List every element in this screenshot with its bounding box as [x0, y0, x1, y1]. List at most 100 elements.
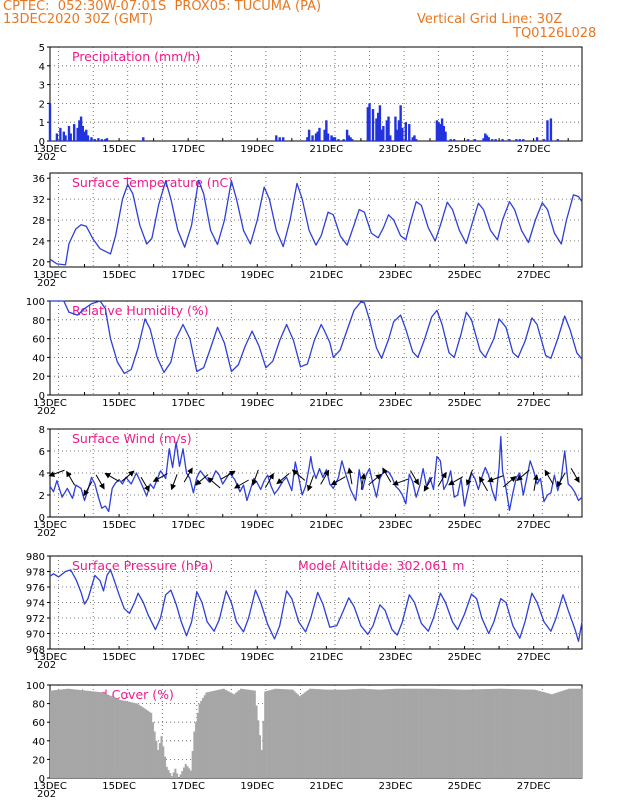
cloud-bar — [222, 688, 225, 778]
precip-bar — [366, 107, 370, 141]
cloud-bar — [169, 773, 172, 778]
cloud-bar — [88, 690, 91, 778]
cloud-bar — [556, 692, 559, 778]
pressure-title: Surface Pressure (hPa) — [72, 558, 213, 573]
cloud-bar — [198, 703, 201, 778]
temperature-xtick-label: 27DEC — [517, 270, 551, 281]
wind-xtick-label: 13DEC — [33, 520, 67, 531]
pressure-ytick-label: 968 — [26, 645, 45, 656]
precip-bar — [55, 133, 59, 141]
cloud-bar — [386, 689, 389, 778]
cloud-bar — [563, 690, 566, 778]
precip-bar — [444, 131, 447, 141]
cloud-bar — [305, 691, 308, 778]
precip-bar — [389, 135, 392, 141]
cloud-bar — [113, 697, 116, 778]
precip-bar — [439, 124, 442, 141]
wind-arrow — [437, 471, 447, 487]
cloud-bar — [440, 688, 443, 778]
temperature-ytick-label: 32 — [32, 195, 45, 206]
precip-bar — [473, 139, 477, 141]
cloud-bar — [205, 692, 208, 778]
precipitation-ytick-label: 2 — [39, 99, 45, 110]
cloud-bar — [233, 694, 236, 778]
cloud-bar — [393, 688, 396, 778]
temperature-year-fragment: 202 — [37, 278, 56, 289]
cloud-bar — [176, 773, 179, 778]
cloud-bar — [290, 689, 293, 778]
cloud-bar — [350, 689, 353, 778]
cloud-bar — [70, 689, 73, 778]
wind-arrow — [104, 472, 120, 482]
cloud-bar — [516, 689, 519, 778]
precipitation-ytick-label: 4 — [39, 62, 45, 73]
cloud-bar — [241, 688, 244, 778]
precip-bar — [86, 135, 90, 141]
cloud-bar — [127, 701, 130, 778]
precip-bar — [397, 120, 401, 141]
header-model-code: TQ0126L028 — [513, 26, 597, 41]
precipitation-title: Precipitation (mm/h) — [72, 49, 200, 64]
cloud-bar — [272, 689, 275, 778]
header-vertical-grid: Vertical Grid Line: 30Z — [417, 12, 563, 27]
wind-arrow — [347, 467, 353, 485]
humidity-xtick-label: 25DEC — [448, 398, 482, 409]
cloud-bar — [215, 690, 218, 778]
cloud-bar — [79, 690, 82, 778]
cloud-bar — [471, 689, 474, 778]
cloud-bar — [492, 688, 495, 778]
cloud-bar — [545, 692, 548, 778]
cloud-bar — [328, 689, 331, 778]
wind-arrow — [183, 467, 193, 483]
header-date: 13DEC2020 30Z (GMT) — [3, 12, 154, 27]
cloud-bar — [533, 689, 536, 778]
cloud-bar — [431, 688, 434, 778]
precipitation-xtick-label: 27DEC — [517, 144, 551, 155]
cloud-bar — [374, 689, 377, 778]
precip-bar — [382, 125, 385, 141]
cloud-cover-ytick-label: 40 — [32, 737, 45, 748]
cloud-bar — [360, 688, 363, 778]
cloud-bar — [322, 689, 325, 778]
cloud-bar — [549, 693, 552, 778]
temperature-xtick-label: 15DEC — [102, 270, 136, 281]
precip-bar — [64, 135, 67, 141]
humidity-ytick-label: 40 — [32, 353, 45, 364]
cloud-bar — [426, 688, 429, 778]
cloud-bar — [108, 695, 111, 778]
cloud-bar — [300, 694, 303, 778]
cloud-bar — [132, 702, 135, 778]
cloud-bar — [257, 720, 260, 778]
cloud-bar — [134, 703, 137, 778]
cloud-bar — [160, 736, 163, 778]
cloud-bar — [269, 690, 272, 778]
wind-arrow — [195, 474, 209, 486]
precip-bar — [494, 139, 497, 141]
precip-bar — [318, 127, 321, 141]
cloud-bar — [480, 689, 483, 778]
cloud-bar — [366, 688, 369, 778]
cloud-bar — [559, 691, 562, 778]
cloud-bar — [252, 690, 255, 778]
precipitation-xtick-label: 15DEC — [102, 144, 136, 155]
cloud-bar — [495, 688, 498, 778]
pressure-xtick-label: 25DEC — [448, 652, 482, 663]
cloud-bar — [229, 692, 232, 778]
precip-bar — [67, 125, 71, 141]
cloud-bar — [561, 690, 564, 778]
cloud-cover-xtick-label: 19DEC — [240, 781, 274, 792]
precip-bar — [399, 105, 402, 141]
cloud-bar — [105, 693, 108, 778]
cloud-bar — [271, 689, 274, 778]
cloud-bar — [243, 689, 246, 778]
precipitation-ytick-label: 3 — [39, 81, 45, 92]
cloud-bar — [404, 688, 407, 778]
cloud-bar — [457, 689, 460, 778]
cloud-cover-xtick-label: 25DEC — [448, 781, 482, 792]
cloud-bar — [207, 692, 210, 778]
pressure-ytick-label: 974 — [26, 599, 45, 610]
cloud-bar — [65, 688, 68, 778]
precip-bar — [413, 135, 416, 141]
temperature-xtick-label: 17DEC — [171, 270, 205, 281]
cloud-bar — [98, 692, 101, 778]
